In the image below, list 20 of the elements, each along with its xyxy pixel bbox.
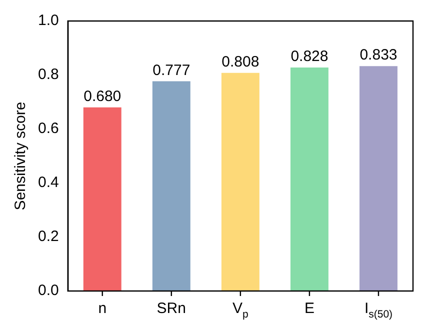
data-label: 0.680 — [84, 88, 122, 106]
y-tick-label: 0.2 — [38, 228, 59, 246]
y-tick-label: 1.0 — [38, 12, 59, 30]
data-label: 0.828 — [290, 48, 328, 66]
y-axis-title: Sensitivity score — [12, 102, 30, 210]
bar — [360, 66, 398, 291]
bar — [83, 107, 122, 291]
x-tick-label: E — [304, 300, 314, 317]
bar — [290, 67, 328, 291]
bar — [221, 72, 260, 291]
x-tick-label: n — [98, 300, 107, 317]
y-tick-label: 0.6 — [38, 120, 59, 138]
y-tick-label: 0.4 — [38, 174, 59, 192]
y-tick-label: 0.8 — [38, 66, 59, 84]
bar — [152, 81, 190, 291]
data-label: 0.777 — [152, 62, 190, 79]
data-label: 0.833 — [360, 46, 398, 64]
data-label: 0.808 — [222, 53, 260, 70]
y-tick-label: 0.0 — [38, 282, 59, 300]
x-tick-label: SRn — [156, 300, 186, 317]
